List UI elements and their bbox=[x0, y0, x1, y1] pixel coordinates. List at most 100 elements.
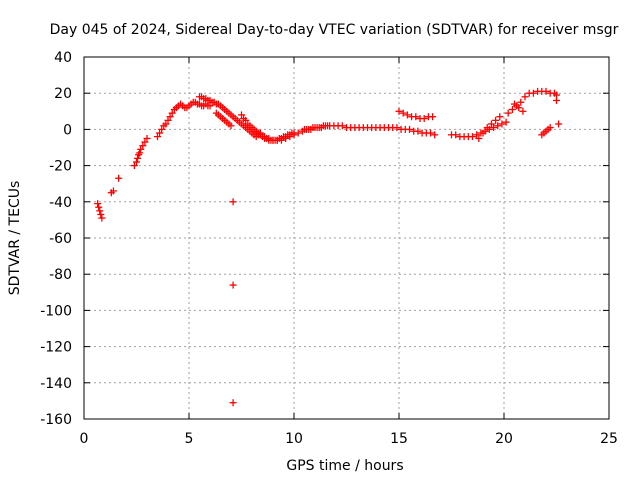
data-point bbox=[469, 133, 476, 141]
data-point bbox=[139, 142, 147, 150]
data-point bbox=[393, 124, 401, 132]
data-point bbox=[229, 399, 237, 407]
data-points bbox=[94, 87, 563, 407]
y-tick-label: -160 bbox=[40, 412, 72, 428]
data-point bbox=[252, 129, 260, 137]
data-point bbox=[483, 124, 491, 132]
data-point bbox=[227, 122, 235, 130]
data-point bbox=[412, 113, 420, 121]
data-point bbox=[492, 116, 500, 124]
data-point bbox=[277, 136, 285, 144]
data-point bbox=[414, 127, 422, 135]
data-point bbox=[162, 120, 170, 128]
data-point bbox=[143, 134, 151, 142]
data-point bbox=[265, 134, 273, 142]
data-point bbox=[168, 109, 176, 117]
data-point bbox=[555, 120, 563, 128]
x-tick-label: 20 bbox=[495, 431, 513, 447]
data-point bbox=[317, 124, 325, 132]
data-point bbox=[136, 149, 144, 157]
data-point bbox=[452, 131, 460, 139]
data-point bbox=[498, 120, 506, 128]
data-point bbox=[134, 154, 142, 162]
y-tick-label: -100 bbox=[40, 303, 72, 319]
data-point bbox=[427, 129, 434, 137]
data-point bbox=[473, 131, 481, 139]
data-point bbox=[338, 122, 346, 130]
axis-ticks bbox=[83, 56, 610, 420]
data-point bbox=[286, 133, 294, 141]
x-tick-label: 15 bbox=[390, 431, 408, 447]
data-point bbox=[130, 162, 138, 170]
data-point bbox=[553, 91, 560, 99]
y-tick-label: 0 bbox=[63, 122, 72, 138]
data-point bbox=[115, 174, 123, 182]
data-point bbox=[475, 134, 483, 142]
data-point bbox=[508, 105, 516, 113]
data-point bbox=[502, 118, 510, 126]
data-point bbox=[133, 158, 140, 166]
x-tick-label: 0 bbox=[80, 431, 89, 447]
x-tick-label: 5 bbox=[185, 431, 194, 447]
y-tick-label: 20 bbox=[54, 86, 72, 102]
data-point bbox=[420, 115, 428, 123]
data-point bbox=[487, 120, 495, 128]
data-point bbox=[479, 129, 487, 137]
data-point bbox=[164, 116, 172, 124]
y-tick-label: -80 bbox=[49, 267, 72, 283]
data-point bbox=[519, 107, 527, 115]
data-point bbox=[261, 133, 269, 141]
data-point bbox=[97, 210, 105, 218]
x-axis-label: GPS time / hours bbox=[286, 458, 403, 474]
grid bbox=[84, 57, 609, 419]
data-point bbox=[96, 207, 104, 215]
data-point bbox=[154, 133, 161, 141]
data-point bbox=[431, 131, 439, 139]
data-point bbox=[109, 187, 117, 195]
data-point bbox=[294, 129, 302, 137]
data-point bbox=[290, 131, 298, 139]
data-point bbox=[429, 113, 437, 121]
data-point bbox=[403, 111, 411, 119]
data-point bbox=[496, 113, 504, 121]
data-point bbox=[399, 109, 407, 117]
data-point bbox=[229, 198, 237, 206]
data-point bbox=[494, 122, 502, 130]
data-point bbox=[282, 134, 290, 142]
data-point bbox=[98, 214, 106, 222]
data-point bbox=[490, 124, 497, 132]
y-tick-label: -60 bbox=[49, 231, 72, 247]
data-point bbox=[511, 100, 518, 108]
data-point bbox=[156, 129, 164, 137]
y-tick-label: -20 bbox=[49, 159, 72, 175]
data-point bbox=[305, 125, 313, 133]
x-tick-labels: 0 5 10 15 20 25 bbox=[80, 431, 618, 447]
data-point bbox=[141, 138, 149, 146]
data-point bbox=[521, 93, 529, 101]
data-point bbox=[406, 125, 413, 133]
chart-title: Day 045 of 2024, Sidereal Day-to-day VTE… bbox=[50, 22, 619, 38]
data-point bbox=[542, 87, 550, 95]
y-axis-label: SDTVAR / TECUs bbox=[7, 181, 23, 296]
data-point bbox=[515, 104, 523, 112]
data-point bbox=[517, 98, 525, 106]
y-tick-label: -140 bbox=[40, 376, 72, 392]
y-tick-label: -40 bbox=[49, 195, 72, 211]
data-point bbox=[242, 116, 250, 124]
data-point bbox=[395, 107, 403, 115]
data-point bbox=[94, 200, 102, 208]
data-point bbox=[238, 111, 245, 119]
data-point bbox=[158, 125, 166, 133]
data-point bbox=[229, 281, 237, 289]
x-tick-label: 25 bbox=[600, 431, 618, 447]
x-tick-label: 10 bbox=[285, 431, 303, 447]
y-tick-label: 40 bbox=[54, 50, 72, 66]
data-point bbox=[529, 89, 537, 97]
y-tick-label: -120 bbox=[40, 340, 72, 356]
data-point bbox=[95, 203, 103, 211]
y-tick-labels: -160 -140 -120 -100 -80 -60 -40 -20 0 20 40 bbox=[40, 50, 72, 428]
data-point bbox=[504, 109, 512, 117]
data-point bbox=[546, 124, 554, 132]
data-point bbox=[166, 113, 174, 121]
